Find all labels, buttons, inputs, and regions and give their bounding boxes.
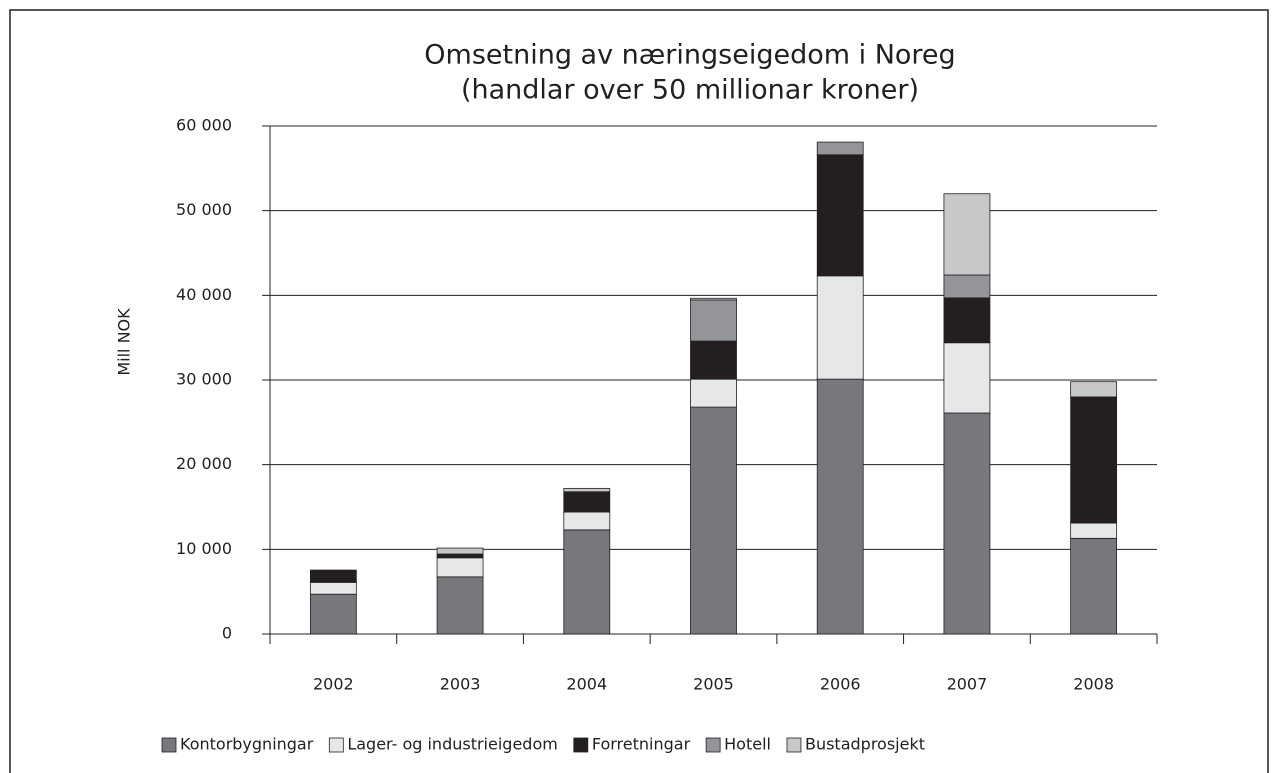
bar-segment — [816, 141, 864, 156]
legend-swatch — [161, 737, 177, 753]
y-tick-label: 10 000 — [176, 539, 232, 558]
bar-segment — [563, 487, 611, 493]
x-tick-label: 2002 — [313, 675, 354, 694]
bar-segment — [690, 297, 737, 301]
bar-segment — [1070, 522, 1118, 539]
bar-segment — [309, 569, 357, 583]
bar-segment — [816, 154, 864, 277]
bar-segment — [943, 193, 991, 276]
chart-subtitle: (handlar over 50 millionar kroner) — [461, 75, 919, 106]
bar-segment — [690, 340, 737, 380]
bar-segment — [1070, 381, 1118, 398]
x-tick-label: 2007 — [947, 675, 988, 694]
legend-label: Forretningar — [592, 735, 691, 754]
bar-segment — [690, 299, 737, 342]
bar-segment — [563, 529, 611, 635]
bar-segment — [816, 378, 864, 635]
legend-swatch — [573, 737, 589, 753]
x-tick-label: 2004 — [566, 675, 607, 694]
y-tick-label: 40 000 — [176, 285, 232, 304]
bar-segment — [943, 342, 991, 414]
chart-title: Omsetning av næringseigedom i Noreg — [424, 40, 955, 71]
bar-segment — [690, 406, 737, 635]
legend-label: Hotell — [724, 735, 771, 754]
y-tick-label: 0 — [222, 624, 232, 643]
bar-segment — [943, 274, 991, 299]
bar-segment — [309, 593, 357, 635]
bar-segment — [436, 553, 484, 559]
x-tick-label: 2006 — [820, 675, 861, 694]
bar-segment — [943, 297, 991, 344]
bar-segment — [436, 557, 484, 578]
legend-swatch — [705, 737, 721, 753]
legend-swatch — [328, 737, 344, 753]
x-tick-label: 2008 — [1073, 675, 1114, 694]
y-tick-label: 30 000 — [176, 370, 232, 389]
bar-segment — [436, 547, 484, 555]
legend-label: Lager- og industrieigedom — [347, 735, 558, 754]
legend-label: Kontorbygningar — [180, 735, 314, 754]
bar-segment — [309, 581, 357, 595]
bar-segment — [816, 275, 864, 380]
y-tick-label: 60 000 — [176, 116, 232, 135]
x-tick-label: 2003 — [440, 675, 481, 694]
bar-segment — [1070, 537, 1118, 635]
x-tick-label: 2005 — [693, 675, 734, 694]
bar-segment — [436, 576, 484, 635]
bar-segment — [690, 378, 737, 408]
frame — [9, 9, 1269, 773]
bar-segment — [1070, 396, 1118, 524]
bar-segment — [563, 511, 611, 531]
legend-swatch — [786, 737, 802, 753]
bar-segment — [943, 412, 991, 635]
legend-label: Bustadprosjekt — [805, 735, 925, 754]
y-axis-label: Mill NOK — [115, 308, 134, 376]
bar-segment — [563, 491, 611, 513]
y-tick-label: 50 000 — [176, 200, 232, 219]
y-tick-label: 20 000 — [176, 454, 232, 473]
